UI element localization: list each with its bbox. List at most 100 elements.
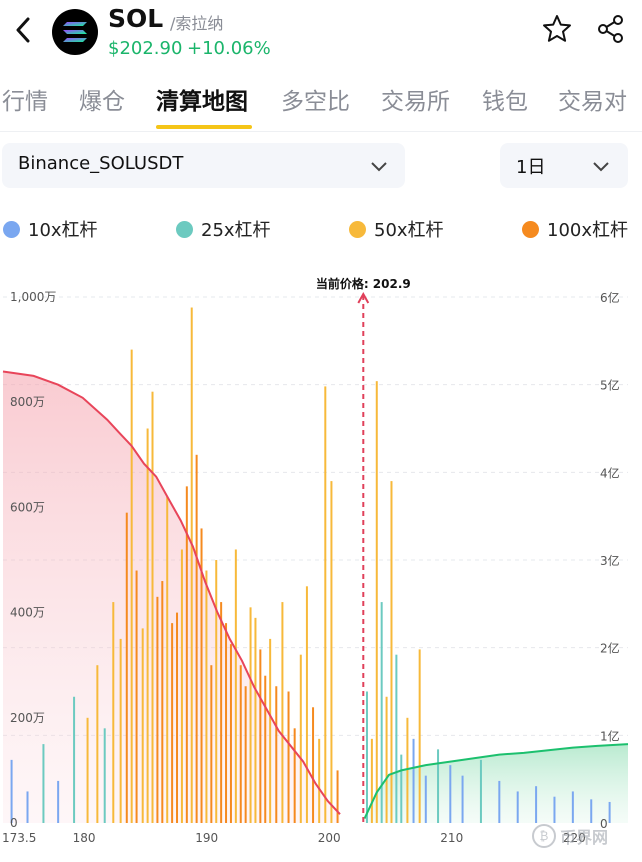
liquidation-bar: [96, 665, 99, 823]
y-left-tick-label: 400万: [10, 606, 45, 620]
legend-dot-25x: [176, 220, 193, 238]
liquidation-bar: [375, 381, 378, 823]
liquidation-map-chart[interactable]: 当前价格: 202.9 6亿 5亿 4亿 3亿 2亿 1亿 0 1,000万 800万 600万 4…: [0, 270, 642, 862]
legend-dot-50x: [349, 220, 366, 238]
x-tick-label: 180: [73, 831, 96, 845]
x-tick-label: 200: [318, 831, 341, 845]
liquidation-bar: [590, 799, 593, 823]
period-select[interactable]: 1日: [500, 143, 628, 188]
liquidation-bar: [130, 349, 133, 823]
liquidation-bar: [249, 607, 252, 823]
tab-wallet[interactable]: 钱包: [482, 89, 528, 115]
liquidation-bar: [239, 665, 242, 823]
tab-liquidation-map[interactable]: 清算地图: [156, 89, 248, 115]
short-cumulative-line: [363, 743, 629, 820]
back-arrow-icon: [15, 17, 31, 47]
y-right-tick-label: 0: [600, 817, 608, 831]
liquidation-bar: [229, 644, 232, 823]
liquidation-bar: [200, 528, 203, 823]
liquidation-bar: [281, 602, 284, 823]
liquidation-bar: [287, 691, 290, 823]
back-button[interactable]: [8, 14, 38, 50]
liquidation-bar: [380, 602, 383, 823]
y-left-tick-label: 1,000万: [10, 290, 56, 304]
liquidation-bar: [275, 686, 278, 823]
liquidation-bar: [205, 570, 208, 823]
liquidation-bar: [103, 728, 106, 823]
liquidation-bar: [171, 623, 174, 823]
liquidation-bar: [42, 744, 45, 823]
liquidation-bar: [190, 307, 193, 823]
y-right-tick-label: 3亿: [600, 553, 620, 568]
liquidation-bar: [293, 728, 296, 823]
liquidation-bar: [330, 481, 333, 823]
legend-label-10x: 10x杠杆: [28, 220, 98, 241]
legend-10x[interactable]: 10x杠杆: [3, 217, 98, 241]
liquidation-bar: [312, 707, 315, 823]
liquidation-bar: [26, 791, 29, 823]
liquidation-bar: [336, 770, 339, 823]
favorite-button[interactable]: [540, 14, 574, 48]
liquidation-bar: [318, 738, 321, 823]
liquidation-bar: [215, 560, 218, 823]
x-tick-label: 190: [195, 831, 218, 845]
liquidation-bar: [10, 759, 13, 823]
price-change: +10.06%: [187, 38, 271, 59]
legend-label-50x: 50x杠杆: [374, 220, 444, 241]
legend-dot-10x: [3, 220, 20, 238]
liquidation-bar: [146, 428, 149, 823]
liquidation-chart-svg: 当前价格: 202.9 6亿 5亿 4亿 3亿 2亿 1亿 0 1,000万 800万 600万 4…: [2, 276, 629, 845]
coin-header: SOL /索拉纳 $202.90 +10.06%: [0, 0, 642, 66]
legend-label-100x: 100x杠杆: [547, 220, 629, 241]
liquidation-bar: [370, 738, 373, 823]
coin-price: $202.90: [108, 38, 183, 59]
share-icon: [596, 14, 626, 48]
liquidation-bar: [156, 596, 159, 823]
share-button[interactable]: [594, 14, 628, 48]
liquidation-bar: [479, 759, 482, 823]
liquidation-bar: [299, 654, 302, 823]
y-right-tick-label: 6亿: [600, 290, 620, 305]
section-tabs: 行情 爆仓 清算地图 多空比 交易所 钱包 交易对: [0, 74, 642, 132]
liquidation-bar: [424, 775, 427, 823]
x-tick-label: 220: [563, 831, 586, 845]
legend-50x[interactable]: 50x杠杆: [349, 217, 444, 241]
liquidation-bar: [166, 496, 169, 823]
liquidation-bar: [141, 628, 144, 823]
current-price-label: 当前价格: 202.9: [316, 276, 411, 291]
liquidation-bar: [135, 570, 138, 823]
watermark: ₿ 币界网: [532, 822, 608, 850]
liquidation-bar: [161, 581, 164, 823]
liquidation-bar: [125, 512, 128, 823]
liquidation-bar: [418, 649, 421, 823]
liquidation-bar: [365, 691, 368, 823]
legend-100x[interactable]: 100x杠杆: [522, 217, 628, 241]
liquidation-bar: [185, 486, 188, 823]
coin-name: /索拉纳: [170, 14, 224, 33]
legend-25x[interactable]: 25x杠杆: [176, 217, 271, 241]
tab-trading-pairs[interactable]: 交易对: [558, 89, 627, 115]
liquidation-bar: [225, 623, 228, 823]
tab-liquidations[interactable]: 爆仓: [79, 89, 125, 115]
x-tick-label: 210: [440, 831, 463, 845]
y-right-tick-label: 5亿: [600, 378, 620, 393]
liquidation-bar: [180, 549, 183, 823]
tab-exchanges[interactable]: 交易所: [381, 89, 450, 115]
tab-market[interactable]: 行情: [2, 89, 48, 115]
y-left-tick-label: 600万: [10, 500, 45, 514]
period-select-value: 1日: [516, 157, 546, 178]
liquidation-bar: [461, 775, 464, 823]
liquidation-bar: [57, 780, 60, 823]
pair-select[interactable]: Binance_SOLUSDT: [2, 143, 405, 188]
liquidation-bar: [449, 765, 452, 823]
y-right-tick-label: 1亿: [600, 728, 620, 743]
tab-long-short-ratio[interactable]: 多空比: [281, 89, 350, 115]
y-left-tick-label: 200万: [10, 711, 45, 725]
coin-symbol: SOL: [108, 4, 164, 33]
liquidation-bar: [400, 754, 403, 823]
liquidation-bar: [553, 796, 556, 823]
liquidation-bar: [176, 612, 179, 823]
liquidation-bar: [516, 791, 519, 823]
liquidation-bar: [264, 675, 267, 823]
liquidation-bar: [269, 638, 272, 823]
